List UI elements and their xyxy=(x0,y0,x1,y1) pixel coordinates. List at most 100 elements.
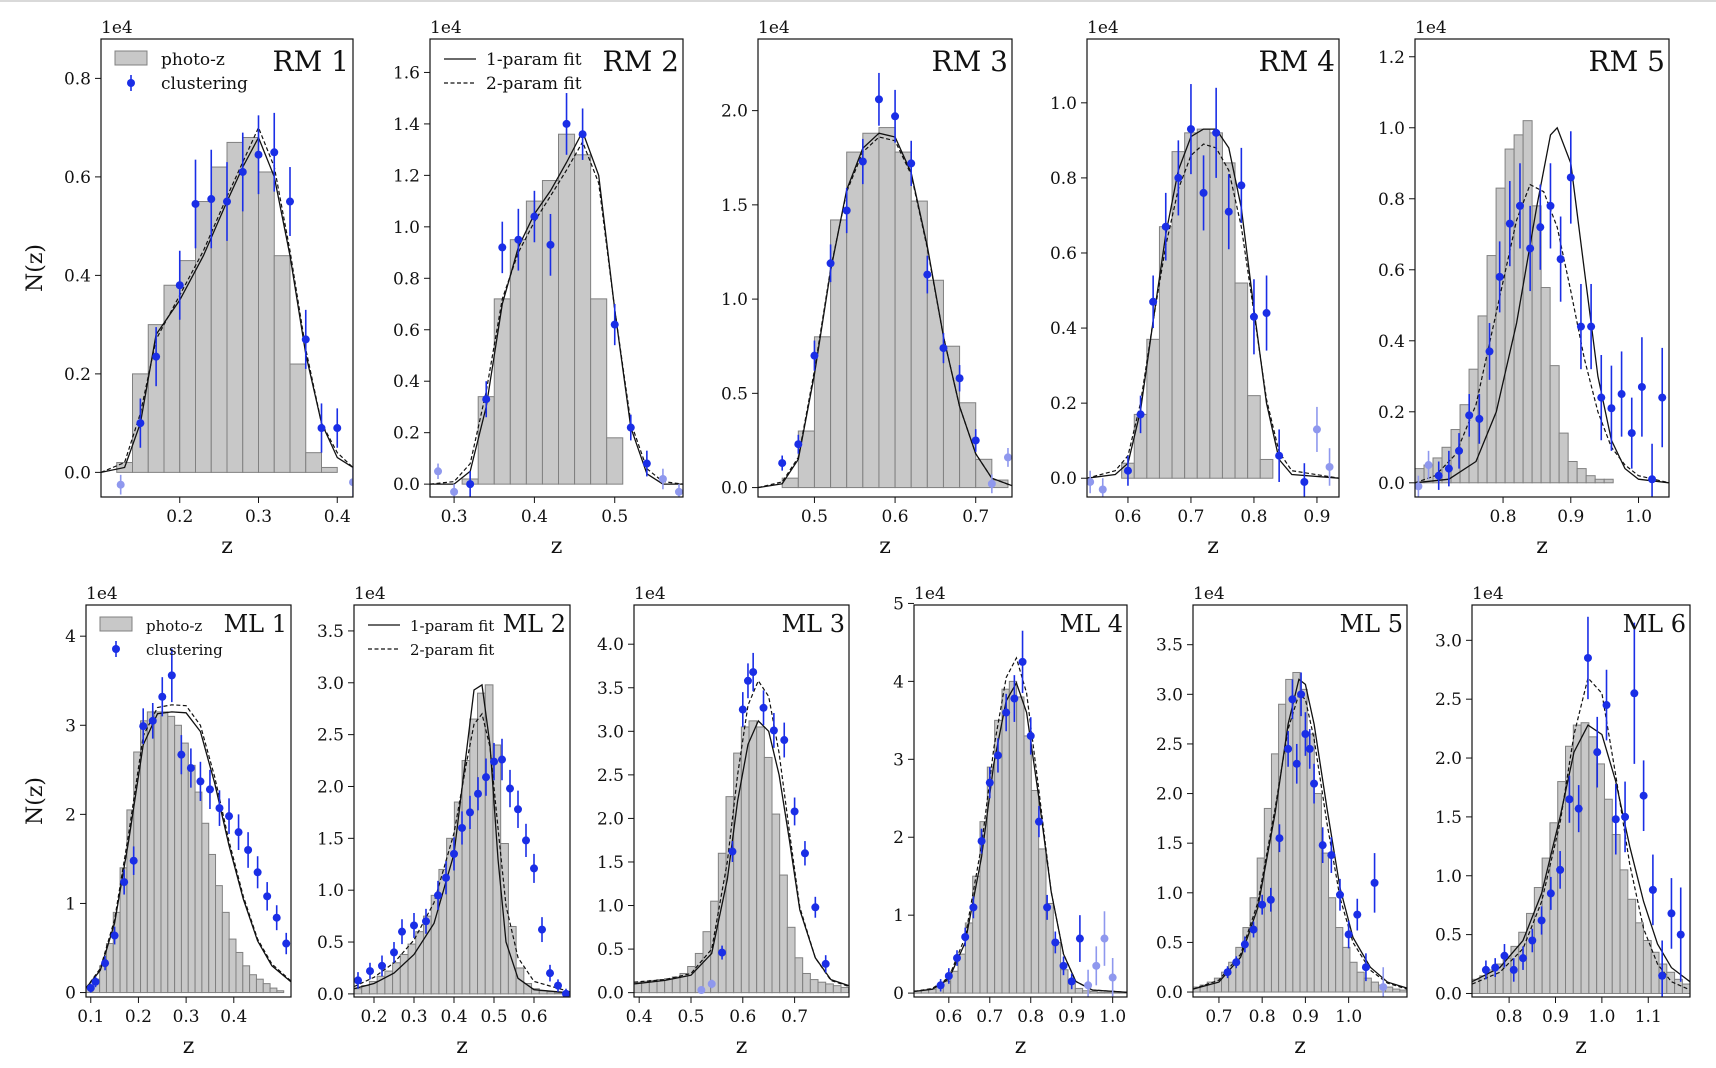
x-axis-label: z xyxy=(1575,1034,1587,1059)
histogram-bar xyxy=(160,711,169,994)
fit-curve-2param xyxy=(354,712,570,993)
x-tick-label: 0.4 xyxy=(324,507,351,527)
histogram-bar xyxy=(242,965,251,994)
data-point xyxy=(1485,347,1494,356)
fit-curve-2param xyxy=(86,704,291,989)
x-tick-label: 0.3 xyxy=(245,507,272,527)
data-point xyxy=(1593,748,1602,757)
histogram-bar xyxy=(840,986,849,994)
panel-title: RM 1 xyxy=(273,45,349,78)
y-tick-label: 1.2 xyxy=(393,166,420,186)
axis-exponent-label: 1e4 xyxy=(1415,18,1447,38)
histogram-bar xyxy=(289,363,307,473)
fit-curve-1param xyxy=(1472,724,1690,983)
x-tick-label: 0.7 xyxy=(1205,1007,1232,1027)
legend-swatch-photoz xyxy=(114,50,148,66)
histogram-bar xyxy=(546,991,556,995)
histogram-bar xyxy=(786,926,796,994)
panel-title: ML 2 xyxy=(503,610,566,638)
x-tick-label: 0.4 xyxy=(220,1007,247,1027)
data-point xyxy=(993,751,1002,760)
x-tick-label: 0.5 xyxy=(480,1007,507,1027)
data-point xyxy=(1444,464,1453,473)
histogram-bar xyxy=(1349,961,1358,993)
data-point xyxy=(1505,219,1514,228)
histogram-bar xyxy=(1016,696,1025,994)
histogram-bar xyxy=(1370,981,1379,993)
panel-title: RM 2 xyxy=(603,45,679,78)
data-point xyxy=(1491,963,1500,972)
plot-area xyxy=(634,652,849,995)
data-point xyxy=(207,195,216,204)
histogram-bar xyxy=(1306,733,1315,993)
histogram-bar xyxy=(163,284,181,473)
chart-panel: 0.5 0.6 0.7 0.0 0.5 1.0 1.5 2.0 1e4 z RM 3 xyxy=(721,18,1013,559)
histogram-bar xyxy=(1558,432,1569,484)
data-point xyxy=(1258,900,1267,909)
y-tick-label: 1.0 xyxy=(1050,94,1077,114)
data-point xyxy=(923,270,932,279)
plot-frame xyxy=(913,604,1128,998)
data-point xyxy=(944,971,953,980)
data-point xyxy=(177,750,186,759)
data-point xyxy=(458,823,466,832)
panel-title: RM 5 xyxy=(1589,45,1665,78)
data-point xyxy=(1361,963,1370,972)
data-point xyxy=(238,167,247,176)
y-tick-label: 0.6 xyxy=(1050,244,1077,264)
legend-label-1param: 1-param fit xyxy=(410,617,494,635)
y-tick-label: 2.5 xyxy=(317,726,344,746)
data-point xyxy=(191,199,200,208)
x-tick-label: 0.9 xyxy=(1303,507,1330,527)
y-tick-label: 3.5 xyxy=(1156,636,1183,656)
x-tick-label: 0.9 xyxy=(1292,1007,1319,1027)
y-tick-label: 2.5 xyxy=(1435,690,1462,710)
fit-curve-1param xyxy=(86,711,291,989)
data-point xyxy=(1434,471,1443,480)
data-point xyxy=(1556,255,1565,264)
data-point xyxy=(1379,983,1388,992)
histogram-bar xyxy=(422,915,432,995)
chart-panel: 0.6 0.7 0.8 0.9 1.0 0 1 2 3 4 5 1e4 z ML 4 xyxy=(893,584,1128,1059)
histogram-bar xyxy=(794,957,804,994)
histogram-bar xyxy=(174,724,182,994)
data-point xyxy=(728,847,737,856)
histogram-bar xyxy=(321,466,338,473)
histogram-bar xyxy=(515,967,525,995)
histogram-bar xyxy=(1596,763,1605,994)
data-point xyxy=(1627,429,1636,438)
histogram-bar xyxy=(1008,680,1018,994)
data-point xyxy=(1574,804,1583,813)
y-tick-label: 2.0 xyxy=(597,809,624,829)
data-point xyxy=(333,424,342,433)
data-point xyxy=(1583,653,1592,662)
data-point xyxy=(826,259,835,268)
histogram-bar xyxy=(146,711,155,994)
top-border xyxy=(0,0,1716,2)
data-point xyxy=(769,726,778,735)
x-tick-label: 0.4 xyxy=(521,507,548,527)
data-point xyxy=(1519,954,1528,963)
data-point xyxy=(610,320,619,329)
histogram-bar xyxy=(1320,852,1330,993)
y-tick-label: 2 xyxy=(65,805,76,825)
plot-area xyxy=(1472,616,1690,997)
data-point xyxy=(658,474,667,483)
y-tick-label: 5 xyxy=(893,594,904,614)
data-point xyxy=(205,785,214,794)
data-point xyxy=(1003,453,1012,462)
x-tick-label: 0.7 xyxy=(1177,507,1204,527)
fit-curve-2param xyxy=(430,140,683,485)
data-point xyxy=(1607,404,1616,413)
chart-panel: 0.6 0.7 0.8 0.9 0.0 0.2 0.4 0.6 0.8 1.0 1e4 z RM 4 xyxy=(1050,18,1340,559)
x-tick-label: 0.1 xyxy=(77,1007,104,1027)
x-axis-label: z xyxy=(1015,1034,1027,1059)
data-point xyxy=(86,984,95,993)
data-point xyxy=(546,969,554,978)
y-tick-label: 1 xyxy=(65,894,76,914)
data-point xyxy=(514,805,522,814)
x-tick-label: 0.8 xyxy=(1496,1007,1523,1027)
histogram-bar xyxy=(972,875,981,994)
histogram-bar xyxy=(809,979,819,994)
histogram-bar xyxy=(1627,898,1637,994)
